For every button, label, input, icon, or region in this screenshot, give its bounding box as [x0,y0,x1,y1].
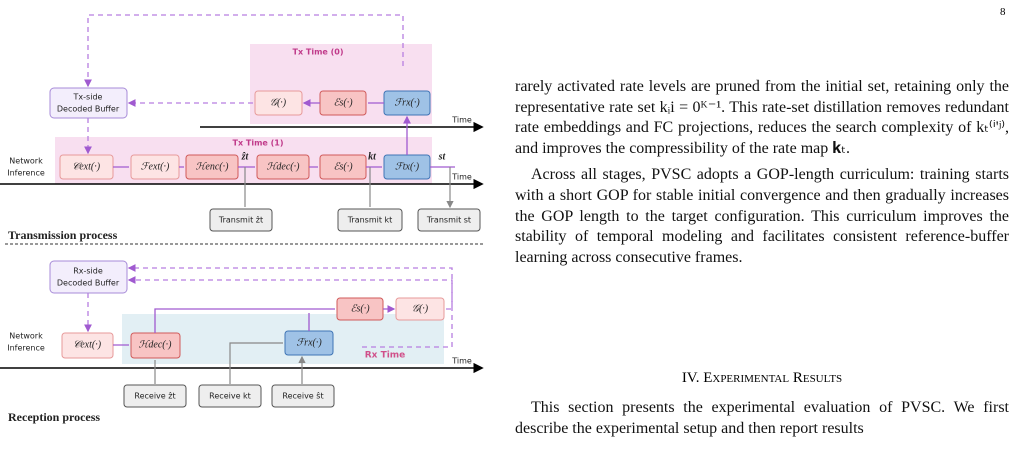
box-label: 𝒢(·) [412,303,429,314]
reception-diagram: Rx-side Decoded Buffer Network Inference… [0,260,484,424]
signal-label: ẑt [241,151,250,162]
network-inference: Inference [7,344,45,353]
transmit-label: Transmit ẑt [218,216,263,225]
signal-label: kt [368,151,377,162]
box-label: ℋdec(·) [267,161,301,172]
transmit-label: Transmit kt [347,216,393,225]
box-label: ℰs(·) [350,303,370,314]
caption: Transmission process [8,228,118,242]
section-heading: IV. Experimental Results [681,370,843,386]
receive-label: Receive kt [209,392,251,401]
box-label: ℱext(·) [141,161,170,172]
page-number: 8 [1000,6,1006,18]
time-label: Tx Time (0) [292,48,343,57]
box-label: ℰs(·) [333,97,353,108]
transmission-diagram: Tx-side Decoded Buffer Tx Time (0) 𝒢(·) … [0,14,484,245]
box-label: 𝒞ext(·) [72,161,101,172]
signal-label: st [438,151,447,162]
buffer-label: Rx-side [73,267,103,276]
box-label: ℋenc(·) [196,161,230,172]
box-label: 𝒢(·) [270,97,287,108]
network-inference: Network [9,157,43,166]
time-axis-label: Time [451,173,472,182]
receive-label: Receive ẑt [134,392,175,401]
paragraph: rarely activated rate levels are pruned … [515,78,1009,157]
tx-buffer [49,87,128,119]
paragraph: Across all stages, PVSC adopts a GOP-len… [515,166,1009,266]
box-label: ℋdec(·) [139,339,173,350]
receive-label: Receive ŝt [282,391,323,401]
caption: Reception process [8,410,100,424]
buffer-label: Tx-side [73,93,103,102]
body-column: rarely activated rate levels are pruned … [515,77,1009,268]
network-inference: Inference [7,169,45,178]
paragraph: This section presents the experimental e… [515,399,1009,437]
network-inference: Network [9,332,43,341]
box-label: 𝒞ext(·) [73,339,102,350]
time-axis-label: Time [451,357,472,366]
body-column: This section presents the experimental e… [515,398,1009,439]
buffer-label: Decoded Buffer [57,279,120,288]
box-label: ℱtx(·) [395,161,420,172]
figure: Tx-side Decoded Buffer Tx Time (0) 𝒢(·) … [0,14,484,424]
transmit-label: Transmit st [426,216,471,225]
time-label: Rx Time [365,351,406,361]
box-label: ℰs(·) [333,161,353,172]
time-axis-label: Time [451,116,472,125]
tx-time1-panel [55,137,432,184]
buffer-label: Decoded Buffer [57,105,120,114]
box-label: ℱrx(·) [394,97,420,108]
time-label: Tx Time (1) [232,139,283,148]
box-label: ℱrx(·) [296,337,322,348]
